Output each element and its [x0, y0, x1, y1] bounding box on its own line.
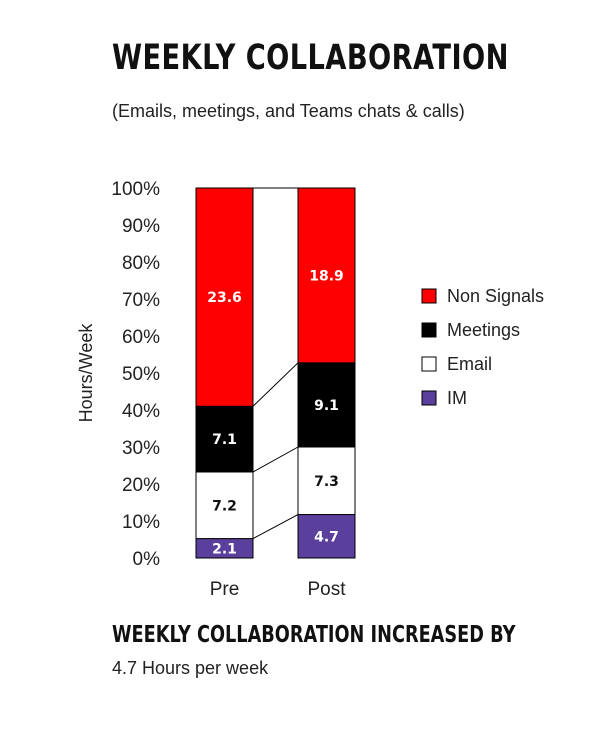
- bar-segment-email-pre: [195, 471, 254, 540]
- y-tick-label: 60%: [122, 327, 160, 348]
- connector-line: [252, 446, 299, 473]
- bar-segments: [195, 187, 356, 559]
- bar-segment-meetings-pre: [195, 405, 254, 473]
- bar-segment-non-signals-pre: [195, 187, 254, 407]
- legend: Non Signals Meetings Email IM: [421, 286, 544, 408]
- y-tick-label: 50%: [122, 364, 160, 385]
- data-label: 7.2: [212, 498, 237, 514]
- data-label: 2.1: [212, 541, 237, 557]
- legend-label: IM: [447, 388, 467, 408]
- data-label: 4.7: [314, 529, 339, 545]
- y-axis-ticks: 0% 10% 20% 30% 40% 50% 60% 70% 80% 90% 100%: [111, 179, 160, 570]
- data-label: 23.6: [207, 290, 242, 306]
- data-label: 7.1: [212, 432, 237, 448]
- data-label: 18.9: [309, 268, 344, 284]
- legend-swatch: [421, 288, 437, 304]
- y-tick-label: 90%: [122, 216, 160, 237]
- chart-title: WEEKLY COLLABORATION: [112, 38, 509, 78]
- legend-label: Email: [447, 354, 492, 374]
- connector-line: [252, 514, 299, 540]
- chart-subtitle: (Emails, meetings, and Teams chats & cal…: [112, 101, 465, 121]
- y-tick-label: 20%: [122, 475, 160, 496]
- stacked-bar-chart: 0% 10% 20% 30% 40% 50% 60% 70% 80% 90% 100% Hours/…: [76, 179, 544, 600]
- data-labels: 2.1 4.7 7.2 7.3 7.1 9.1 23.6 18.9: [207, 268, 344, 557]
- x-category-label: Post: [307, 579, 346, 600]
- legend-label: Meetings: [447, 320, 520, 340]
- connector-line: [252, 362, 299, 407]
- legend-swatch: [421, 322, 437, 338]
- legend-swatch: [421, 390, 437, 406]
- summary-heading: WEEKLY COLLABORATION INCREASED BY: [112, 622, 516, 648]
- bar-segment-meetings-post: [297, 362, 356, 448]
- connector-lines: [252, 187, 299, 540]
- y-tick-label: 40%: [122, 401, 160, 422]
- y-tick-label: 10%: [122, 512, 160, 533]
- legend-label: Non Signals: [447, 286, 544, 306]
- x-axis-categories: Pre Post: [210, 579, 347, 600]
- bar-segment-non-signals-post: [297, 187, 356, 364]
- y-tick-label: 80%: [122, 253, 160, 274]
- x-category-label: Pre: [210, 579, 240, 600]
- y-tick-label: 0%: [133, 549, 161, 570]
- y-tick-label: 100%: [111, 179, 160, 200]
- y-axis-label: Hours/Week: [76, 323, 96, 423]
- data-label: 7.3: [314, 474, 339, 490]
- bar-segment-im-post: [297, 514, 356, 559]
- legend-swatch: [421, 356, 437, 372]
- data-label: 9.1: [314, 398, 339, 414]
- y-tick-label: 30%: [122, 438, 160, 459]
- summary-text: 4.7 Hours per week: [112, 658, 269, 678]
- y-tick-label: 70%: [122, 290, 160, 311]
